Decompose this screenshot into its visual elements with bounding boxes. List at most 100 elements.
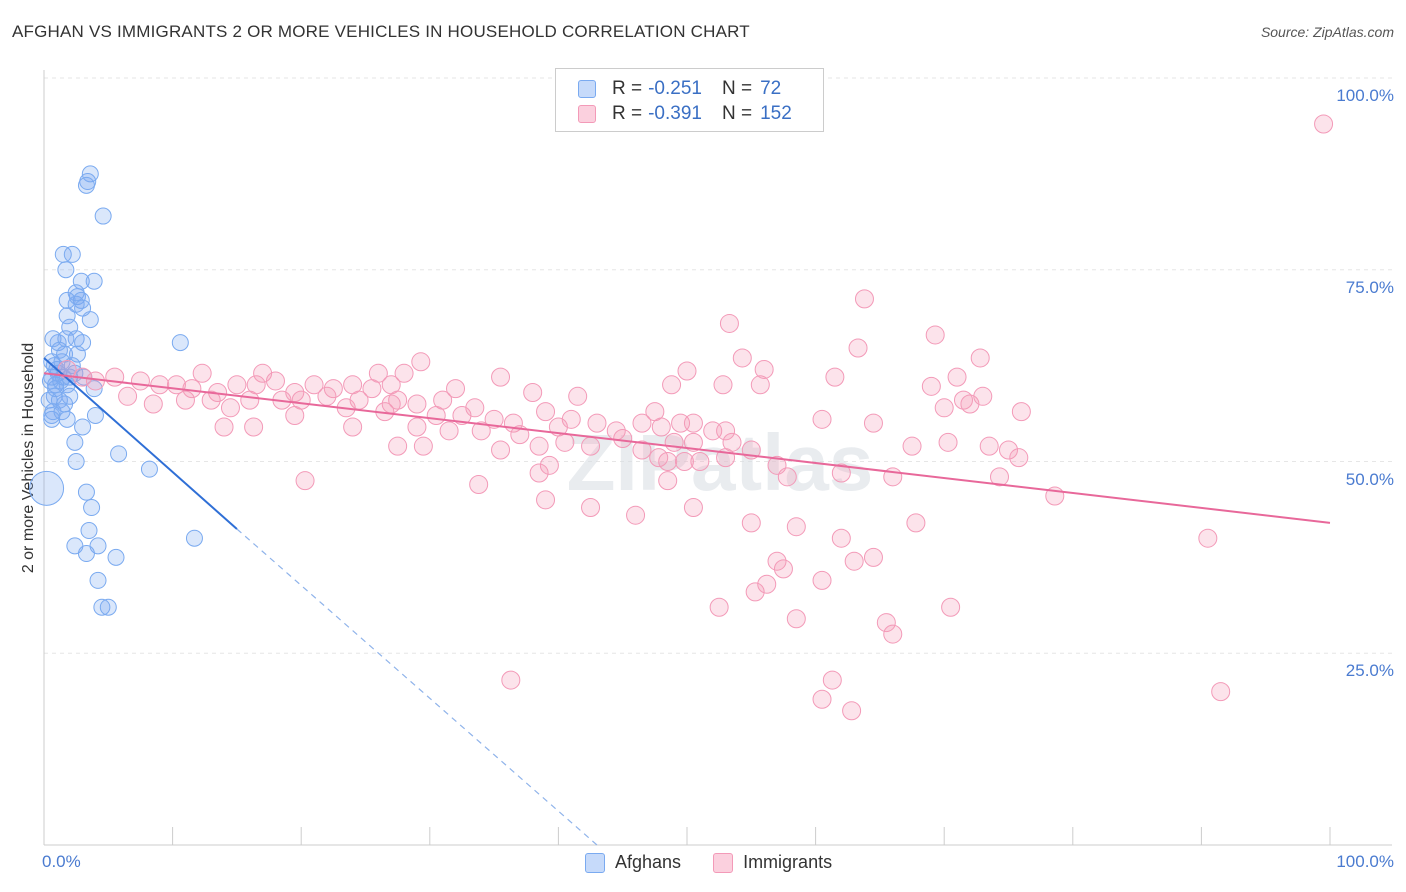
afghan-trend-line (43, 357, 238, 530)
immigrant-point (842, 701, 862, 721)
immigrant-point (812, 689, 832, 709)
legend-item-afghans[interactable]: Afghans (585, 852, 681, 873)
afghan-point (85, 380, 103, 398)
immigrant-point (323, 379, 343, 399)
afghan-point (77, 483, 95, 501)
legend-label-immigrants: Immigrants (743, 852, 833, 872)
chart-title: AFGHAN VS IMMIGRANTS 2 OR MORE VEHICLES … (12, 22, 750, 41)
immigrant-point (947, 367, 967, 387)
immigrant-point (750, 375, 770, 395)
afghan-point (94, 207, 112, 225)
immigrant-point (658, 471, 678, 491)
afghan-point (58, 410, 76, 428)
afghan-point (77, 545, 95, 563)
immigrant-point (863, 547, 883, 567)
immigrant-point (529, 436, 549, 456)
afghan-point (83, 499, 101, 517)
immigrant-point (214, 417, 234, 437)
immigrant-point (741, 513, 761, 533)
legend-n-label: N = (721, 103, 753, 124)
immigrant-swatch (578, 105, 596, 123)
immigrant-point (626, 505, 646, 525)
afghan-swatch (578, 80, 596, 98)
immigrant-point (812, 409, 832, 429)
legend-n-label: N = (721, 78, 753, 99)
axes (43, 70, 1392, 846)
immigrant-point (902, 436, 922, 456)
afghan-trend-extension (236, 528, 598, 846)
immigrant-point (439, 421, 459, 441)
afghan-point (80, 522, 98, 540)
legend-label-afghans: Afghans (615, 852, 682, 872)
immigrant-point (244, 417, 264, 437)
immigrant-point (906, 513, 926, 533)
immigrant-point (471, 421, 491, 441)
immigrant-point (426, 405, 446, 425)
immigrant-point (150, 375, 170, 395)
immigrant-point (201, 390, 221, 410)
afghan-point (41, 372, 59, 390)
immigrant-point (581, 498, 601, 518)
immigrant-point (786, 517, 806, 537)
immigrant-point (1011, 402, 1031, 422)
immigrant-point (822, 670, 842, 690)
grid-lines (44, 77, 1392, 654)
legend-r-value: -0.251 (648, 78, 702, 99)
afghan-point (29, 470, 65, 506)
immigrant-point (452, 405, 472, 425)
immigrant-legend-swatch (713, 852, 734, 873)
legend-r-label: R = (612, 103, 643, 124)
afghan-point (43, 410, 61, 428)
immigrant-point (446, 379, 466, 399)
afghan-point (63, 245, 81, 263)
legend-r-value: -0.391 (648, 103, 702, 124)
y-tick-label: 75.0% (1345, 277, 1394, 297)
immigrant-point (632, 413, 652, 433)
immigrant-point (1198, 528, 1218, 548)
immigrant-point (529, 463, 549, 483)
immigrant-point (831, 528, 851, 548)
immigrant-point (536, 490, 556, 510)
immigrant-point (970, 348, 990, 368)
immigrant-trend-line (43, 372, 1331, 524)
afghan-point (77, 176, 95, 194)
immigrant-point (175, 390, 195, 410)
legend-item-immigrants[interactable]: Immigrants (713, 852, 832, 873)
immigrant-point (484, 409, 504, 429)
immigrant-point (938, 432, 958, 452)
afghan-legend-swatch (585, 852, 605, 873)
immigrant-point (469, 475, 489, 495)
immigrant-point (662, 375, 682, 395)
immigrant-point (777, 467, 797, 487)
immigrant-point (491, 367, 511, 387)
immigrant-point (105, 367, 125, 387)
immigrant-point (343, 417, 363, 437)
immigrant-point (960, 394, 980, 414)
immigrant-point (674, 452, 694, 471)
immigrant-point (118, 386, 138, 406)
immigrant-point (754, 359, 774, 379)
afghan-point (57, 261, 75, 279)
afghan-point (185, 529, 203, 547)
immigrant-point (587, 413, 607, 433)
immigrant-point (143, 394, 163, 414)
y-tick-label: 50.0% (1345, 469, 1394, 489)
x-tick-label-max: 100.0% (1336, 852, 1394, 871)
immigrant-point (664, 432, 684, 452)
immigrant-point (295, 471, 315, 491)
legend-row-afghans: R = -0.251 N = 72 (578, 77, 781, 101)
immigrant-point (844, 551, 864, 571)
immigrant-point (388, 436, 408, 456)
legend-n-value: 72 (760, 78, 782, 99)
immigrant-point (130, 371, 150, 391)
immigrant-point (192, 363, 212, 383)
immigrant-point (220, 398, 240, 418)
afghan-point (81, 311, 99, 329)
immigrant-point (683, 498, 703, 518)
immigrant-point (786, 609, 806, 629)
legend-n-value: 152 (760, 103, 792, 124)
immigrant-point (523, 382, 543, 402)
immigrant-point (1009, 448, 1029, 468)
immigrant-point (568, 386, 588, 406)
